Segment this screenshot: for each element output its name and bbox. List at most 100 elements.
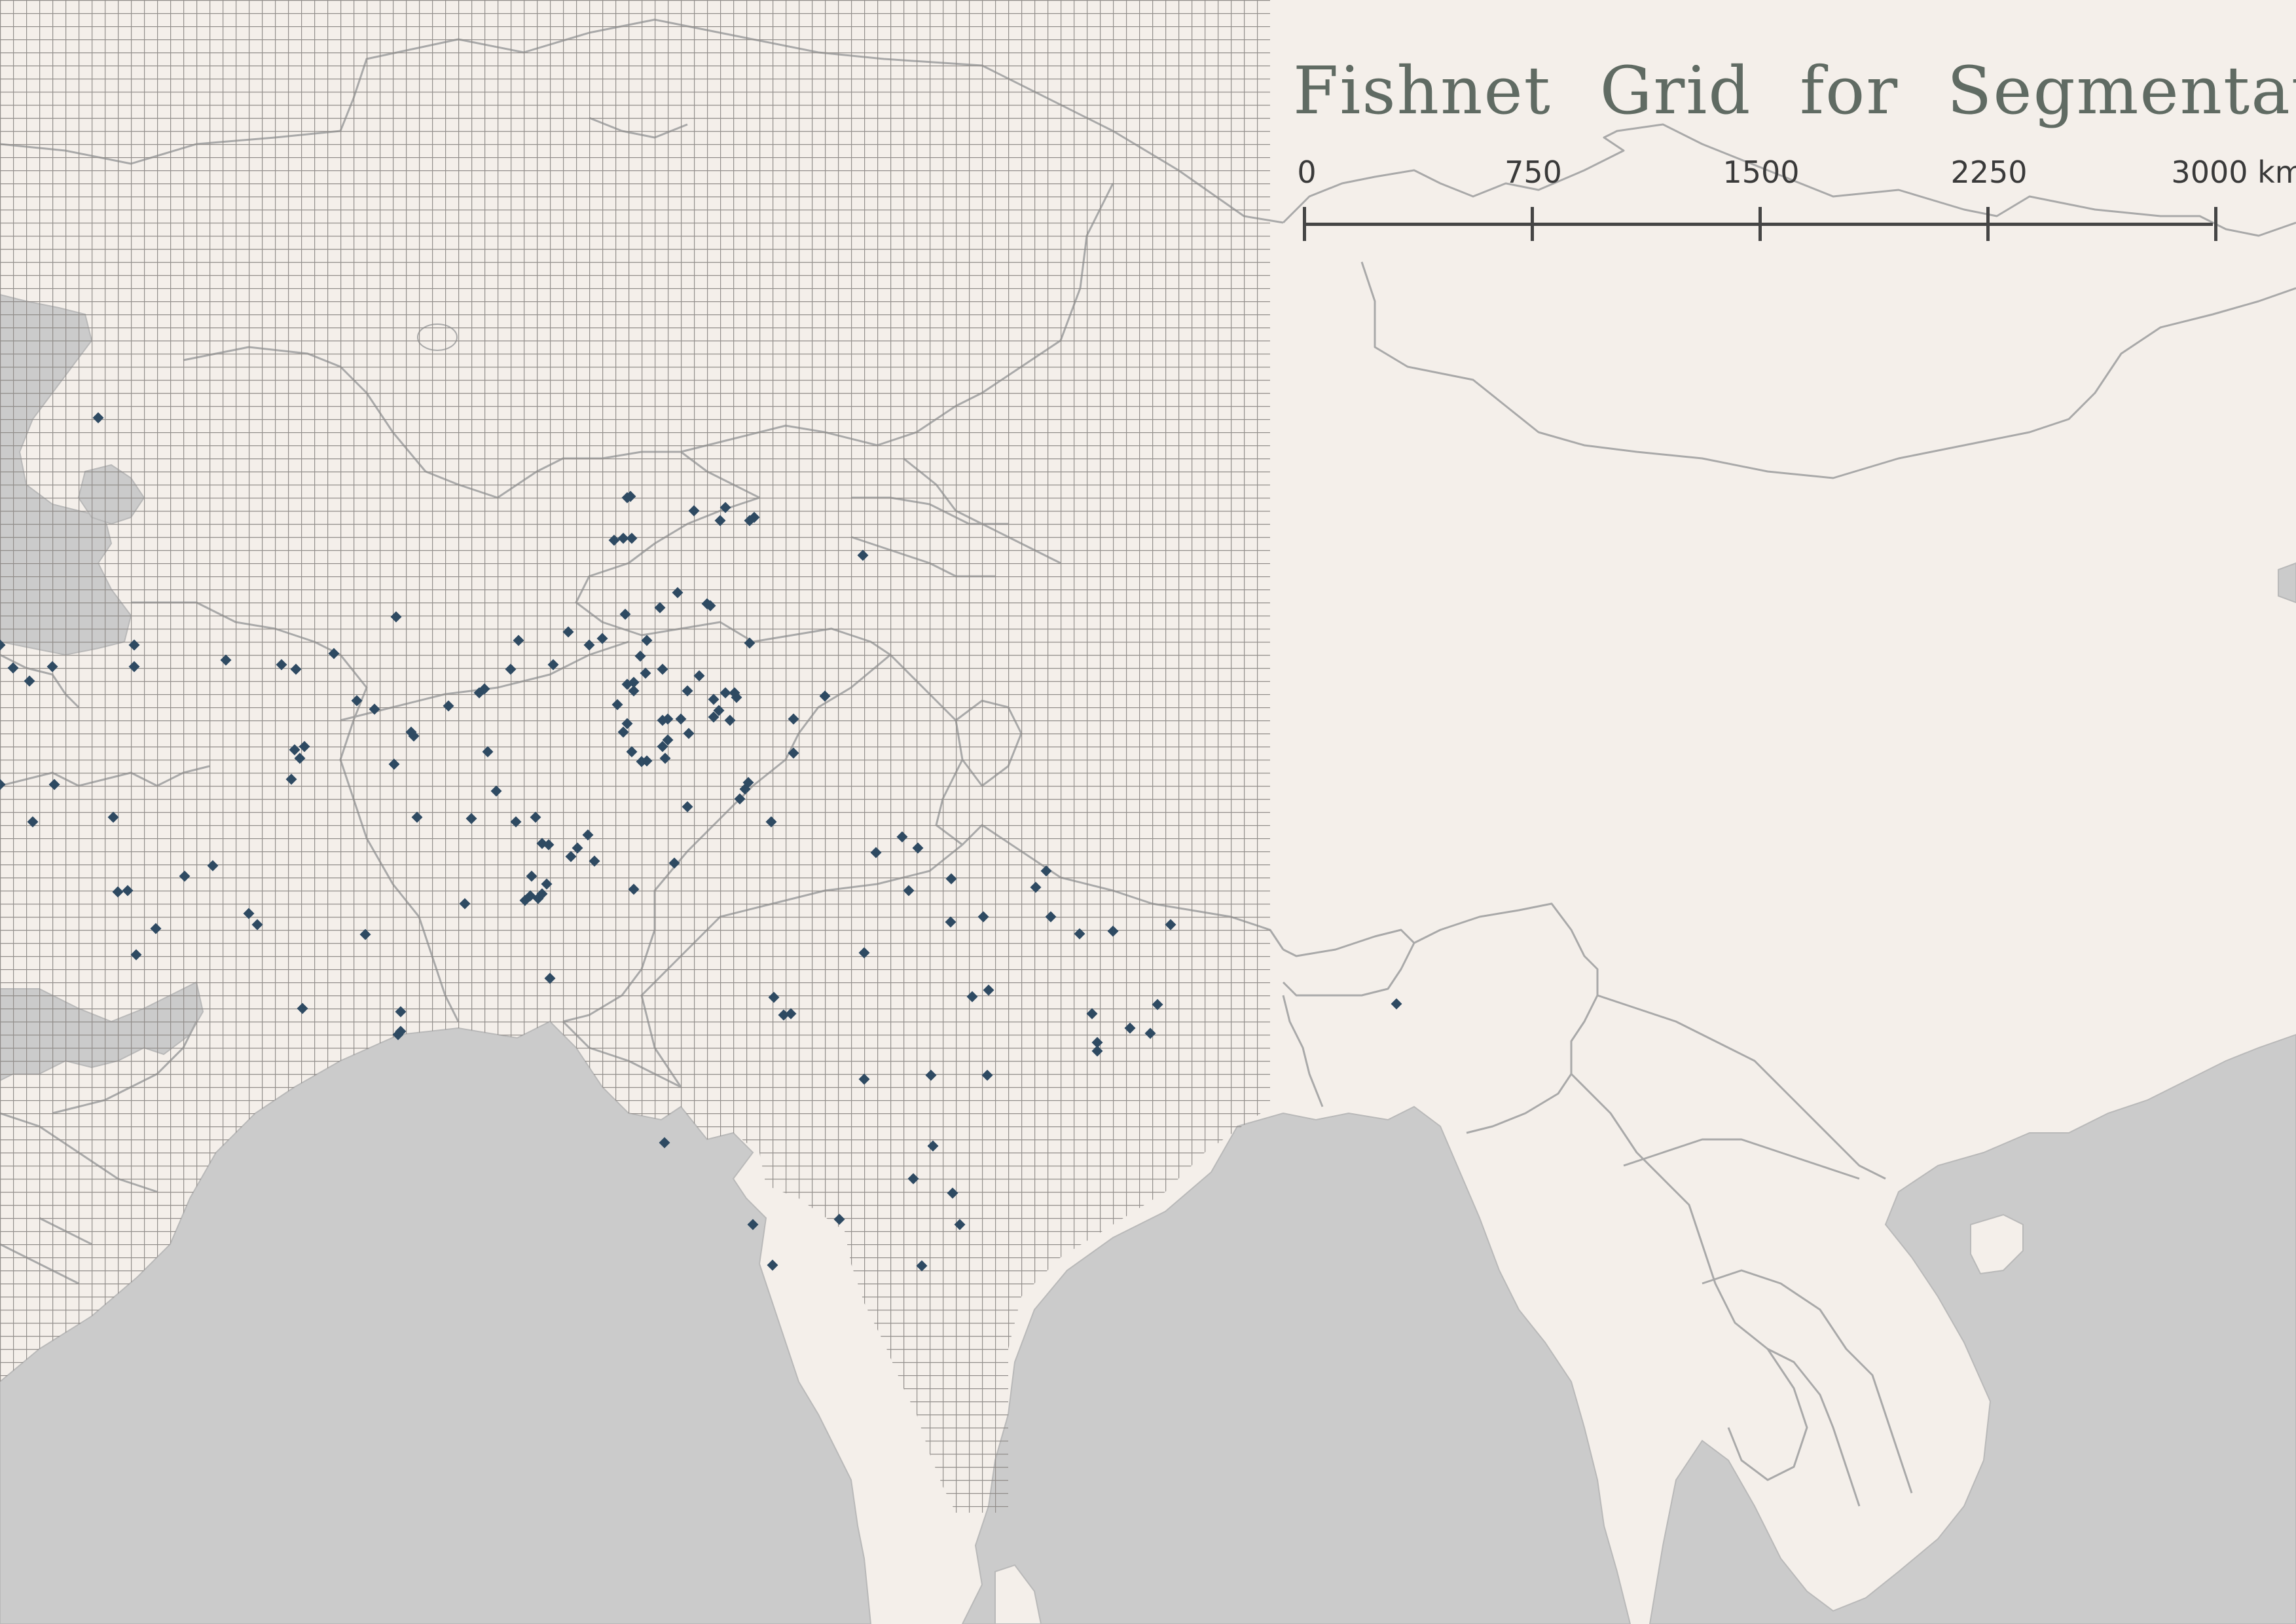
sample-point xyxy=(1074,928,1085,940)
sample-point xyxy=(543,839,555,851)
sample-point xyxy=(328,648,340,659)
sample-point xyxy=(526,870,538,882)
sample-point xyxy=(857,549,869,561)
sample-point xyxy=(626,746,638,758)
sample-point xyxy=(524,890,536,902)
sample-point xyxy=(482,746,494,758)
scale-label-1500: 1500 xyxy=(1722,155,1800,190)
sample-point xyxy=(748,511,760,523)
scale-tick xyxy=(2214,207,2217,241)
sample-point xyxy=(983,984,994,996)
sample-point xyxy=(459,898,471,910)
sample-point xyxy=(927,1140,939,1152)
sample-point xyxy=(672,587,683,599)
sample-point xyxy=(954,1219,966,1230)
sample-point xyxy=(1144,1027,1156,1039)
sample-point xyxy=(765,816,777,828)
sample-point xyxy=(359,929,371,940)
sample-point xyxy=(582,829,594,841)
sample-point xyxy=(907,1173,919,1185)
sample-point xyxy=(662,713,674,725)
sample-point xyxy=(767,1259,778,1271)
sample-point xyxy=(1124,1022,1136,1034)
sample-point xyxy=(583,639,595,651)
sample-point xyxy=(530,811,541,823)
sample-point xyxy=(617,532,629,544)
sample-point xyxy=(747,1219,759,1230)
sample-point xyxy=(701,598,713,610)
scale-tick xyxy=(1758,207,1762,241)
sample-point xyxy=(720,502,731,513)
sample-point xyxy=(657,741,668,752)
scale-label-2250: 2250 xyxy=(1950,155,2028,190)
sample-point xyxy=(714,515,726,526)
sample-point xyxy=(1091,1037,1103,1048)
sample-point xyxy=(819,690,831,702)
sample-point xyxy=(0,639,6,651)
sample-point xyxy=(369,703,380,715)
sample-point xyxy=(395,1006,407,1018)
sample-point xyxy=(128,661,140,673)
sample-point xyxy=(636,756,647,767)
sample-point xyxy=(443,700,454,712)
hainan-island xyxy=(1970,1213,2024,1275)
scale-label-750: 750 xyxy=(1504,155,1562,190)
sample-point xyxy=(778,1009,790,1021)
sample-point xyxy=(788,713,799,725)
sample-point xyxy=(411,811,423,823)
sample-point xyxy=(562,626,574,638)
sample-point xyxy=(536,888,548,900)
sample-point xyxy=(903,885,915,896)
fishnet-grid xyxy=(0,0,1270,1513)
sample-point xyxy=(634,650,646,662)
sample-point xyxy=(565,851,577,862)
sample-point xyxy=(659,1137,670,1149)
sample-point xyxy=(742,777,754,788)
sample-point xyxy=(408,730,420,742)
sample-point xyxy=(510,816,522,828)
sample-point xyxy=(390,611,402,623)
sample-point xyxy=(947,1187,958,1199)
scale-label-3000: 3000 km xyxy=(2171,155,2296,190)
scale-tick xyxy=(1303,207,1306,241)
sample-point xyxy=(628,883,640,895)
sample-point xyxy=(611,699,623,710)
sample-point xyxy=(654,602,666,614)
sample-point xyxy=(628,685,640,697)
sample-point xyxy=(276,659,287,671)
sample-point xyxy=(1391,998,1402,1010)
sample-point xyxy=(1165,919,1176,931)
sample-point xyxy=(682,801,693,813)
sample-point xyxy=(1040,865,1052,877)
scale-bar: 0 750 1500 2250 3000 km xyxy=(1296,155,2296,246)
sample-point xyxy=(1091,1045,1103,1057)
sample-point xyxy=(945,873,957,885)
sample-point xyxy=(713,705,725,716)
sample-point xyxy=(46,661,58,673)
sample-point xyxy=(465,813,477,824)
scale-label-0: 0 xyxy=(1297,155,1317,190)
sample-point xyxy=(896,831,908,843)
sample-point xyxy=(505,663,517,675)
sample-point xyxy=(572,842,583,854)
south-china-sea xyxy=(1649,1033,2296,1624)
sample-point xyxy=(858,947,870,959)
sample-point xyxy=(621,492,633,504)
sample-point xyxy=(513,635,524,646)
sample-point xyxy=(621,718,633,729)
sample-point xyxy=(541,878,553,890)
sample-point xyxy=(734,793,746,805)
sample-point xyxy=(1086,1008,1098,1020)
sample-point xyxy=(858,1073,870,1085)
sri-lanka xyxy=(994,1564,1042,1624)
sample-point xyxy=(724,714,736,726)
sample-point xyxy=(626,532,638,544)
sample-point xyxy=(768,991,780,1003)
sample-point xyxy=(683,728,695,739)
sample-point xyxy=(617,726,629,738)
sample-point xyxy=(788,747,799,759)
sample-point xyxy=(351,695,363,707)
sample-point xyxy=(925,1069,937,1081)
sample-point xyxy=(628,676,640,688)
